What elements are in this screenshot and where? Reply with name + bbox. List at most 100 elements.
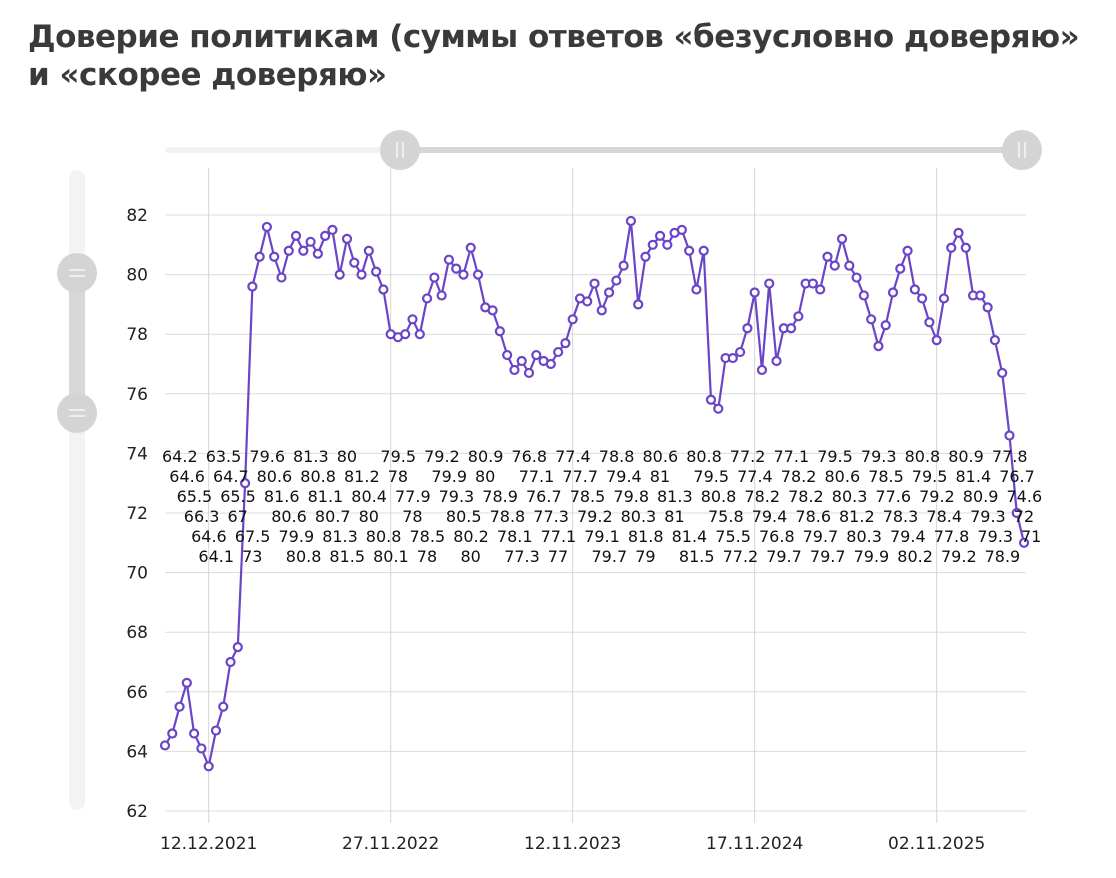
data-label: 80.8: [366, 527, 402, 546]
data-label: 79.7: [810, 547, 846, 566]
data-point: [276, 272, 287, 283]
data-label: 79.5: [817, 447, 853, 466]
data-label: 78.2: [744, 487, 780, 506]
data-label: 79.2: [577, 507, 613, 526]
data-label: 79.3: [977, 527, 1013, 546]
data-label: 80.8: [701, 487, 737, 506]
data-point: [793, 311, 804, 322]
data-label: 77.8: [934, 527, 970, 546]
x-slider-track-selected[interactable]: [415, 147, 1020, 153]
data-point: [909, 284, 920, 295]
y-slider-bottom-handle[interactable]: [57, 393, 97, 433]
data-label: 73: [242, 547, 262, 566]
y-tick-label: 78: [126, 325, 148, 345]
data-label: 79.8: [613, 487, 649, 506]
data-point: [443, 254, 455, 265]
y-range-slider[interactable]: [57, 170, 97, 810]
data-label: 80.3: [832, 487, 868, 506]
data-label: 80.6: [271, 507, 307, 526]
data-label: 79.4: [606, 467, 642, 486]
y-slider-top-handle[interactable]: [57, 253, 97, 293]
data-point: [341, 233, 353, 244]
data-point: [181, 677, 192, 688]
data-label: 77.1: [541, 527, 577, 546]
data-label: 80.8: [286, 547, 322, 566]
data-point: [829, 260, 840, 271]
data-label: 79.3: [861, 447, 897, 466]
data-point: [363, 245, 374, 256]
data-label: 78.5: [570, 487, 606, 506]
data-point: [676, 224, 687, 235]
data-label: 63.5: [206, 447, 242, 466]
data-label: 77.2: [730, 447, 766, 466]
data-point: [815, 284, 826, 295]
data-label: 79.7: [592, 547, 628, 566]
y-tick-label: 72: [126, 504, 148, 524]
y-axis: 62 64 66 68 70 72 74 76 78 80 82: [126, 206, 148, 822]
data-point: [487, 305, 498, 316]
data-label: 80.9: [963, 487, 999, 506]
data-label: 81.8: [628, 527, 664, 546]
data-label: 75.8: [708, 507, 744, 526]
grip-vertical-icon: [1018, 142, 1026, 158]
y-tick-label: 82: [126, 206, 148, 226]
data-label: 79.2: [424, 447, 460, 466]
data-label: 77.9: [395, 487, 431, 506]
data-label: 77.2: [723, 547, 759, 566]
data-point: [836, 233, 848, 244]
data-point: [421, 293, 433, 304]
data-label: 79: [635, 547, 655, 566]
data-point: [589, 278, 600, 289]
data-point: [684, 245, 695, 256]
data-label: 80: [461, 547, 481, 566]
data-label: 80: [359, 507, 379, 526]
x-slider-right-handle[interactable]: [1002, 130, 1042, 170]
data-point: [545, 358, 556, 370]
data-point: [582, 296, 593, 307]
data-label: 79.5: [380, 447, 416, 466]
data-point: [931, 335, 942, 346]
data-point: [858, 290, 869, 301]
x-slider-left-handle[interactable]: [380, 130, 420, 170]
data-label: 78.9: [482, 487, 518, 506]
data-label: 81.4: [672, 527, 708, 546]
data-point: [312, 248, 323, 259]
x-tick-label: 17.11.2024: [706, 834, 803, 854]
data-label: 67.5: [235, 527, 271, 546]
data-label: 64.6: [169, 467, 205, 486]
y-slider-track-selected[interactable]: [69, 275, 85, 411]
data-point: [429, 272, 440, 283]
x-slider-track-outside[interactable]: [165, 147, 387, 153]
x-tick-label: 12.11.2023: [524, 834, 621, 854]
data-label: 78.2: [788, 487, 824, 506]
data-label: 79.2: [941, 547, 977, 566]
x-range-slider[interactable]: [165, 130, 1042, 170]
data-label: 80.6: [257, 467, 293, 486]
data-point: [989, 335, 1001, 346]
data-point: [756, 364, 768, 376]
data-label: 79.2: [919, 487, 955, 506]
data-label: 80.4: [351, 487, 387, 506]
data-point: [946, 242, 957, 253]
x-axis: 12.12.2021 27.11.2022 12.11.2023 17.11.2024…: [160, 834, 985, 854]
data-point: [560, 338, 571, 349]
data-label: 77.6: [875, 487, 911, 506]
data-point: [880, 320, 891, 331]
data-label: 80: [475, 467, 495, 486]
data-point: [851, 272, 862, 283]
data-label: 77.3: [533, 507, 569, 526]
data-point: [902, 245, 913, 256]
data-point: [531, 349, 542, 361]
data-label: 78.6: [795, 507, 831, 526]
data-point: [298, 245, 309, 256]
data-point: [203, 761, 214, 772]
data-label: 77.3: [504, 547, 540, 566]
x-tick-label: 27.11.2022: [342, 834, 439, 854]
data-point: [553, 346, 564, 358]
data-label: 78.5: [868, 467, 904, 486]
data-label: 65.5: [220, 487, 256, 506]
data-label: 81.5: [679, 547, 715, 566]
y-tick-label: 80: [126, 266, 148, 286]
data-label: 72: [1014, 507, 1034, 526]
data-label: 81: [650, 467, 670, 486]
